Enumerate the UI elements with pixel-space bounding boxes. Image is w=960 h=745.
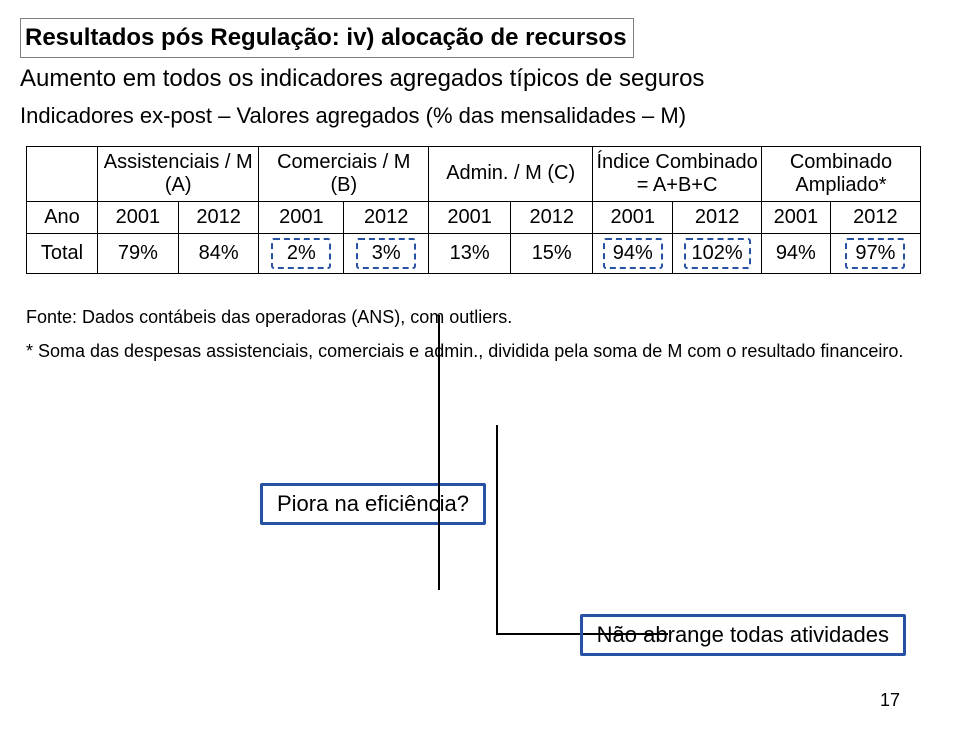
year-cell: 2001: [98, 201, 179, 233]
table-cell: 3%: [344, 233, 429, 273]
callout-nao: Não abrange todas atividades: [580, 614, 906, 656]
dashed-value: 2%: [271, 238, 331, 269]
col-header-d: Índice Combinado = A+B+C: [593, 146, 762, 201]
table-cell: 102%: [673, 233, 762, 273]
year-cell: 2012: [178, 201, 259, 233]
dashed-value: 97%: [845, 238, 905, 269]
table-year-row: Ano 2001 2012 2001 2012 2001 2012 2001 2…: [27, 201, 921, 233]
table-cell: 84%: [178, 233, 259, 273]
data-table: Assistenciais / M (A) Comerciais / M (B)…: [26, 146, 921, 274]
col-header-e: Combinado Ampliado*: [761, 146, 920, 201]
table-cell: 2%: [259, 233, 344, 273]
row-label: Total: [27, 233, 98, 273]
footnote-line: * Soma das despesas assistenciais, comer…: [26, 334, 940, 368]
year-cell: 2012: [344, 201, 429, 233]
callout-piora: Piora na eficiência?: [260, 483, 486, 525]
subtitle: Aumento em todos os indicadores agregado…: [20, 62, 940, 96]
table-cell: 94%: [593, 233, 673, 273]
table-header-row: Assistenciais / M (A) Comerciais / M (B)…: [27, 146, 921, 201]
col-header-c: Admin. / M (C): [429, 146, 593, 201]
col-header-b: Comerciais / M (B): [259, 146, 429, 201]
year-cell: 2001: [429, 201, 511, 233]
dashed-value: 94%: [603, 238, 663, 269]
year-cell: 2012: [511, 201, 593, 233]
table-cell: 94%: [761, 233, 830, 273]
connector-line: [438, 315, 440, 590]
table-data-row: Total 79% 84% 2% 3% 13% 15% 94% 102% 94%…: [27, 233, 921, 273]
year-cell: 2012: [673, 201, 762, 233]
table-cell: 79%: [98, 233, 179, 273]
footnote-line: Fonte: Dados contábeis das operadoras (A…: [26, 300, 940, 334]
dashed-value: 102%: [684, 238, 751, 269]
connector-line: [496, 425, 498, 635]
page-number: 17: [880, 690, 900, 711]
table-cell: 97%: [830, 233, 920, 273]
year-cell: 2001: [593, 201, 673, 233]
footnotes: Fonte: Dados contábeis das operadoras (A…: [26, 300, 940, 368]
table-cell: 15%: [511, 233, 593, 273]
page-title-box: Resultados pós Regulação: iv) alocação d…: [20, 18, 634, 58]
dashed-value: 3%: [356, 238, 416, 269]
table-cell: 13%: [429, 233, 511, 273]
col-header-a: Assistenciais / M (A): [98, 146, 259, 201]
year-cell: 2012: [830, 201, 920, 233]
subtitle-2: Indicadores ex-post – Valores agregados …: [20, 101, 940, 132]
year-label: Ano: [27, 201, 98, 233]
year-cell: 2001: [761, 201, 830, 233]
year-cell: 2001: [259, 201, 344, 233]
page-title: Resultados pós Regulação: iv) alocação d…: [25, 24, 627, 51]
